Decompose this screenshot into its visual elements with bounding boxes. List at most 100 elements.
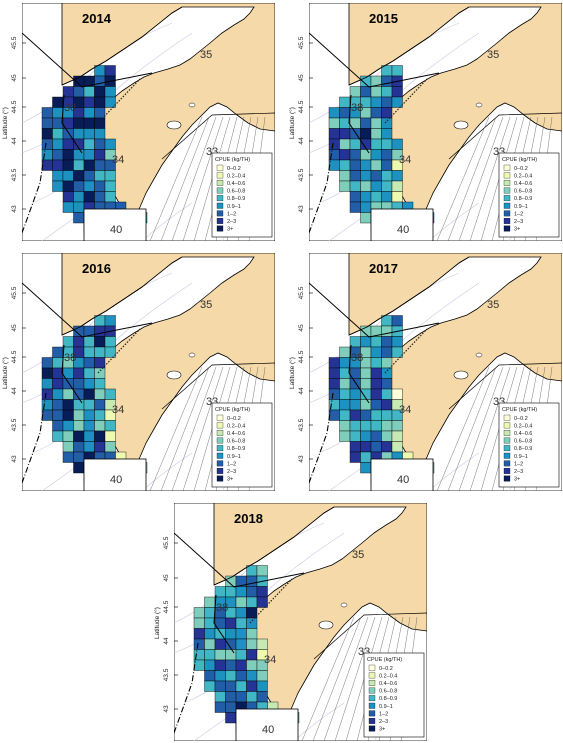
legend-swatch — [504, 430, 510, 436]
grid-cell — [95, 389, 106, 400]
grid-cell — [84, 160, 95, 171]
area-label-34: 34 — [399, 404, 411, 416]
legend-label: 1–2 — [514, 211, 523, 217]
grid-cell — [74, 171, 85, 182]
grid-cell — [53, 108, 64, 119]
grid-cell — [226, 650, 237, 661]
grid-cell — [226, 702, 237, 713]
grid-cell — [350, 452, 361, 463]
grid-cell — [392, 347, 403, 358]
grid-cell — [194, 608, 205, 619]
map-panel-2017: 33 34 35 38 40 2017 CPUE (kg/TH) 0–0.2 0.2–0.4 0.… — [309, 253, 562, 491]
grid-cell — [84, 442, 95, 453]
grid-cell — [74, 431, 85, 442]
legend-swatch — [217, 173, 223, 179]
grid-cell — [371, 139, 382, 150]
grid-cell — [371, 347, 382, 358]
y-axis: 45.5 45 44.5 44 43.5 43 Latitude (°) — [287, 253, 309, 491]
legend-swatch — [504, 226, 510, 232]
grid-cell — [53, 171, 64, 182]
grid-cell — [53, 160, 64, 171]
area-label-40: 40 — [262, 724, 274, 736]
grid-cell — [53, 150, 64, 161]
grid-cell — [371, 410, 382, 421]
grid-cell — [63, 181, 74, 192]
grid-cell — [74, 87, 85, 98]
legend-swatch — [504, 461, 510, 467]
grid-cell — [84, 368, 95, 379]
grid-cell — [340, 431, 351, 442]
grid-cell — [382, 139, 393, 150]
legend-swatch — [217, 218, 223, 224]
grid-cell — [340, 97, 351, 108]
area-label-35: 35 — [487, 49, 499, 61]
grid-cell — [340, 129, 351, 140]
y-tick-label: 45.5 — [298, 286, 305, 299]
grid-cell — [226, 660, 237, 671]
grid-cell — [105, 87, 116, 98]
legend-label: 0.4–0.6 — [514, 181, 532, 187]
grid-cell — [329, 389, 340, 400]
grid-cell — [105, 389, 116, 400]
grid-cell — [63, 139, 74, 150]
grid-cell — [371, 108, 382, 119]
legend-swatch — [369, 711, 375, 717]
grid-cell — [74, 379, 85, 390]
area-label-40: 40 — [110, 224, 122, 236]
legend-label: 1–2 — [379, 711, 388, 717]
year-title: 2017 — [369, 261, 398, 276]
grid-cell — [371, 192, 382, 203]
grid-cell — [350, 87, 361, 98]
legend-label: 0.4–0.6 — [379, 681, 397, 687]
legend-swatch — [504, 211, 510, 217]
grid-cell — [350, 150, 361, 161]
grid-cell — [361, 452, 372, 463]
grid-cell — [42, 368, 53, 379]
grid-cell — [95, 410, 106, 421]
grid-cell — [392, 181, 403, 192]
grid-cell — [247, 650, 258, 661]
legend-label: 1–2 — [227, 211, 236, 217]
grid-cell — [361, 160, 372, 171]
grid-cell — [63, 431, 74, 442]
grid-cell — [74, 452, 85, 463]
legend-swatch — [369, 673, 375, 679]
y-tick-label: 44.5 — [11, 100, 18, 113]
legend-label: 0.6–0.8 — [227, 439, 245, 445]
legend-swatch — [504, 423, 510, 429]
grid-cell — [350, 181, 361, 192]
grid-cell — [361, 129, 372, 140]
legend-swatch — [369, 680, 375, 686]
grid-cell — [84, 181, 95, 192]
legend-label: 0.4–0.6 — [514, 431, 532, 437]
grid-cell — [236, 660, 247, 671]
grid-cell — [95, 171, 106, 182]
grid-cell — [247, 681, 258, 692]
y-tick-label: 44.5 — [298, 100, 305, 113]
grid-cell — [74, 181, 85, 192]
grid-cell — [194, 629, 205, 640]
grid-cell — [236, 671, 247, 682]
grid-cell — [371, 389, 382, 400]
legend-swatch — [504, 173, 510, 179]
grid-cell — [53, 389, 64, 400]
grid-cell — [247, 692, 258, 703]
year-title: 2014 — [82, 11, 112, 26]
grid-cell — [205, 671, 216, 682]
area-label-38: 38 — [64, 102, 76, 114]
grid-cell — [95, 400, 106, 411]
grid-cell — [392, 66, 403, 77]
grid-cell — [63, 389, 74, 400]
grid-cell — [361, 400, 372, 411]
legend-swatch — [504, 218, 510, 224]
year-title: 2015 — [369, 11, 398, 26]
grid-cell — [95, 76, 106, 87]
grid-cell — [215, 660, 226, 671]
grid-cell — [340, 410, 351, 421]
grid-cell — [382, 431, 393, 442]
grid-cell — [329, 368, 340, 379]
y-tick-label: 43.5 — [11, 168, 18, 181]
grid-cell — [350, 442, 361, 453]
grid-cell — [74, 160, 85, 171]
